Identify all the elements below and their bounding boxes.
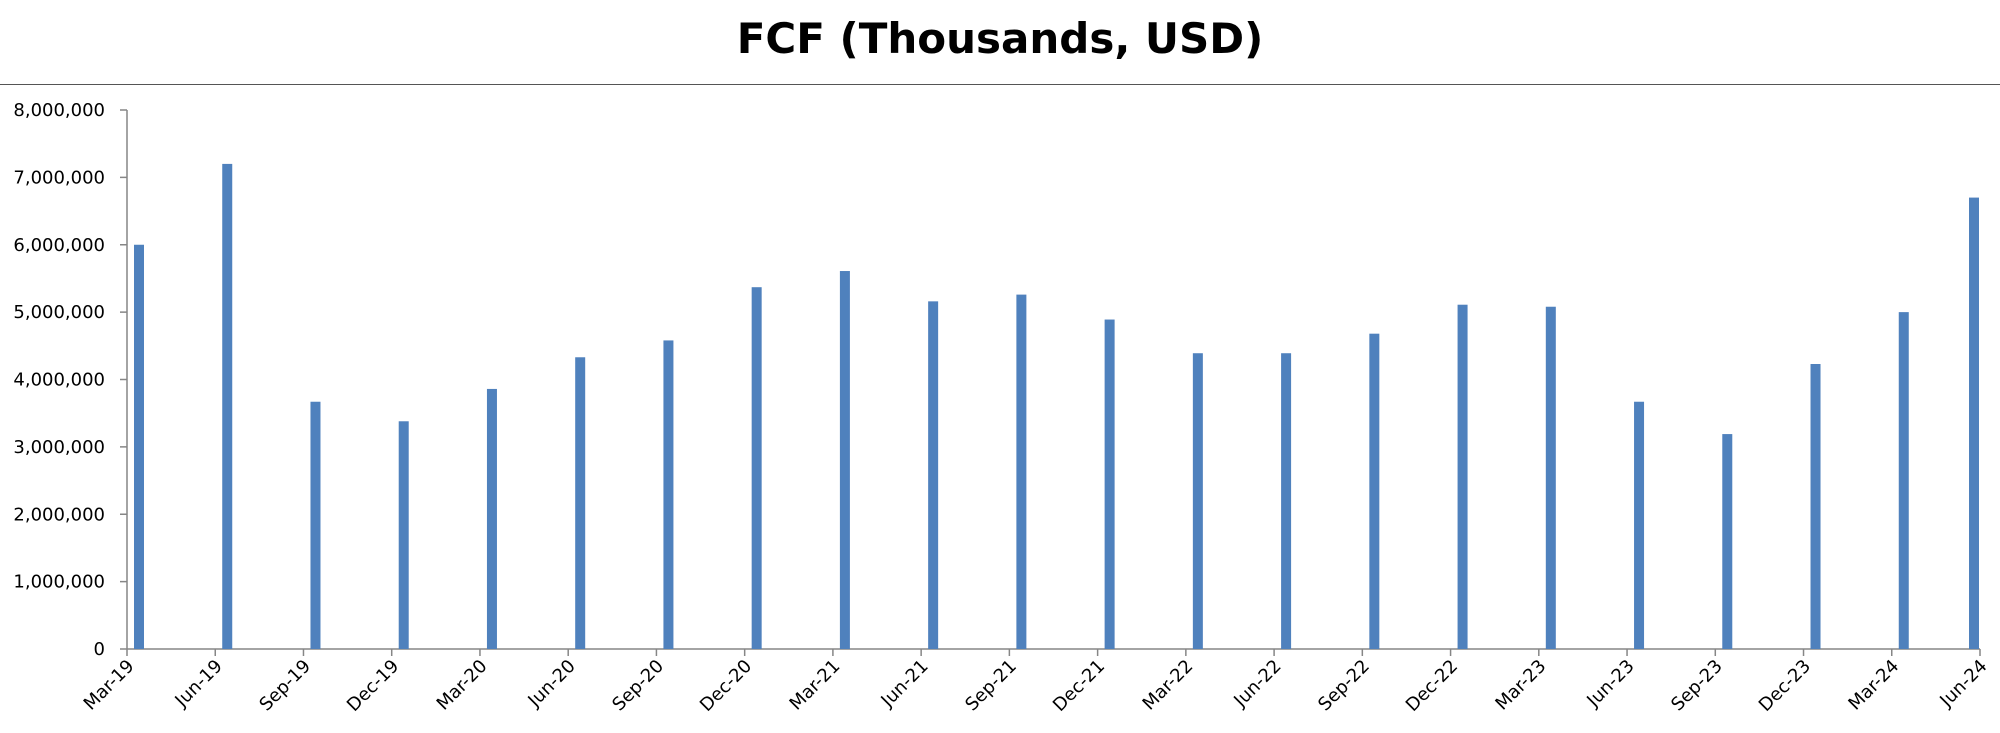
bar xyxy=(1898,312,1909,649)
x-tick-label: Dec-20 xyxy=(696,656,756,716)
x-tick-label: Mar-21 xyxy=(786,656,845,715)
bar xyxy=(222,163,233,649)
x-tick-label: Sep-21 xyxy=(961,656,1021,716)
y-axis: 0 1,000,000 2,000,000 3,000,000 4,000,000 5,0… xyxy=(13,100,128,660)
bar xyxy=(751,287,762,649)
bar xyxy=(1369,333,1380,649)
y-tick-label: 2,000,000 xyxy=(13,504,105,525)
y-tick-label: 8,000,000 xyxy=(13,100,105,121)
x-tick-label: Mar-23 xyxy=(1492,656,1551,715)
bar xyxy=(1457,304,1468,649)
bar xyxy=(1969,197,1979,649)
x-tick-label: Jun-22 xyxy=(1229,656,1285,712)
y-tick-label: 1,000,000 xyxy=(13,572,105,593)
y-tick-label: 6,000,000 xyxy=(13,235,105,256)
bar xyxy=(1634,401,1645,649)
x-tick-label: Sep-23 xyxy=(1667,656,1727,716)
bar xyxy=(1104,319,1115,649)
x-tick-label: Sep-20 xyxy=(608,656,668,716)
y-tick-label: 7,000,000 xyxy=(13,167,105,188)
x-tick-label: Jun-23 xyxy=(1582,656,1638,712)
y-tick-label: 4,000,000 xyxy=(13,370,105,391)
x-tick-label: Dec-19 xyxy=(343,656,403,716)
x-tick-label: Mar-20 xyxy=(433,656,492,715)
bar xyxy=(1810,364,1821,649)
bar xyxy=(134,244,144,649)
x-tick-label: Mar-19 xyxy=(80,656,139,715)
x-tick-label: Dec-22 xyxy=(1402,656,1462,716)
bar xyxy=(1281,353,1292,649)
bars xyxy=(134,163,1979,649)
x-axis: Mar-19 Jun-19 Sep-19 Dec-19 Mar-20 Jun-20 Sep-… xyxy=(80,648,1992,716)
x-tick-label: Dec-21 xyxy=(1049,656,1109,716)
bar xyxy=(398,421,409,649)
bar xyxy=(1545,306,1556,649)
bar xyxy=(1192,353,1203,649)
bar xyxy=(486,388,497,649)
bar xyxy=(1016,294,1027,649)
bar xyxy=(310,401,321,649)
x-tick-label: Jun-20 xyxy=(523,656,579,712)
x-tick-label: Mar-24 xyxy=(1844,656,1903,715)
y-tick-label: 5,000,000 xyxy=(13,302,105,323)
bar xyxy=(839,271,850,649)
bar xyxy=(1722,434,1733,649)
bar xyxy=(928,301,939,649)
x-tick-label: Sep-22 xyxy=(1314,656,1374,716)
x-tick-label: Jun-21 xyxy=(876,656,932,712)
title-divider xyxy=(0,84,2000,85)
x-tick-label: Jun-24 xyxy=(1935,656,1991,712)
y-tick-label: 0 xyxy=(94,639,105,660)
y-tick-label: 3,000,000 xyxy=(13,437,105,458)
x-tick-label: Dec-23 xyxy=(1755,656,1815,716)
x-tick-label: Sep-19 xyxy=(255,656,315,716)
x-tick-label: Jun-19 xyxy=(171,656,227,712)
bar xyxy=(663,340,674,649)
x-tick-label: Mar-22 xyxy=(1139,656,1198,715)
bar xyxy=(575,357,586,649)
chart-title: FCF (Thousands, USD) xyxy=(736,14,1264,63)
